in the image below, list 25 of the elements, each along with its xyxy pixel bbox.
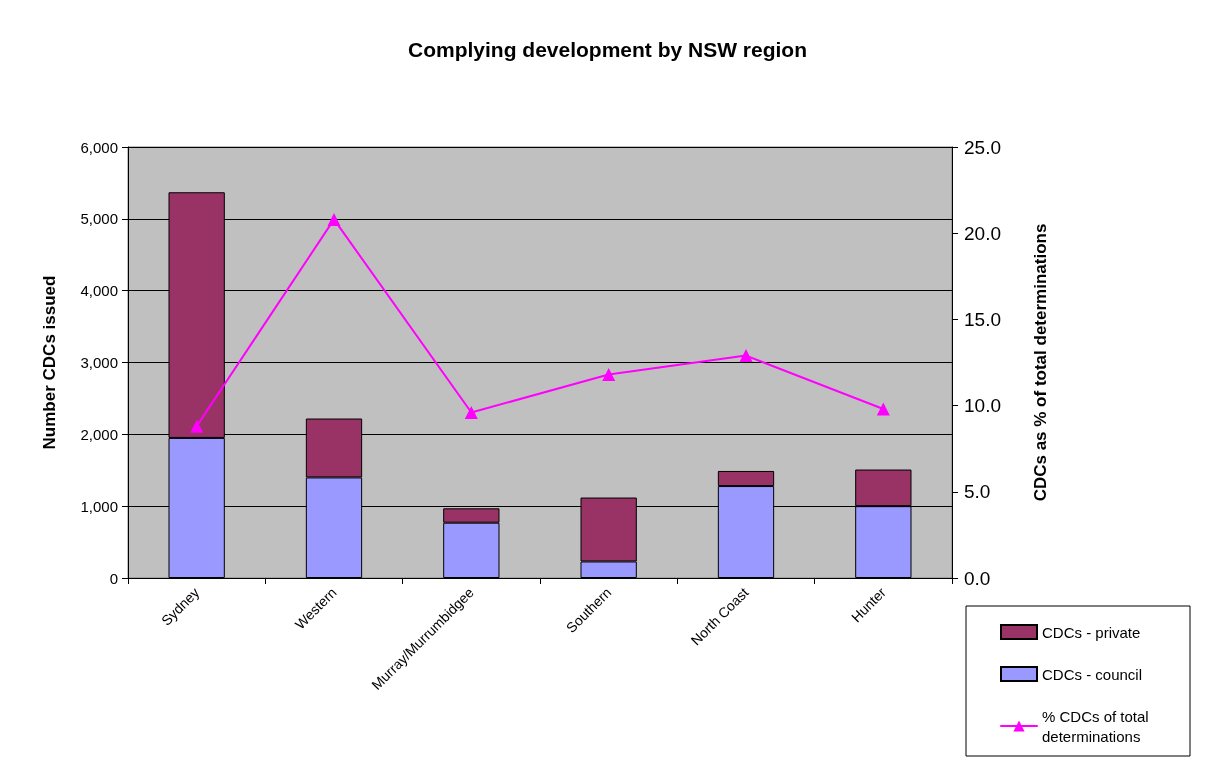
legend-label: CDCs - council bbox=[1042, 665, 1143, 683]
y2-axis-title: CDCs as % of total determinations bbox=[1031, 223, 1050, 502]
point bbox=[739, 349, 753, 363]
y-tick-label: 4,000 bbox=[80, 282, 118, 300]
point bbox=[327, 212, 341, 226]
y2-tick-label: 5.0 bbox=[964, 481, 991, 503]
y-tick-label: 5,000 bbox=[80, 210, 118, 228]
y2-tick-label: 0.0 bbox=[964, 567, 991, 589]
chart-title: Complying development by NSW region bbox=[407, 38, 808, 61]
y-tick-label: 1,000 bbox=[80, 497, 118, 515]
y-tick-label: 0 bbox=[109, 569, 118, 587]
y2-tick-label: 25.0 bbox=[964, 136, 1001, 158]
y-tick-label: 3,000 bbox=[80, 354, 118, 371]
y-axis-title: Number CDCs issued bbox=[40, 275, 59, 450]
point bbox=[876, 402, 890, 416]
y-tick-label: 6,000 bbox=[80, 138, 118, 156]
y2-tick-label: 10.0 bbox=[964, 395, 1001, 417]
point bbox=[602, 368, 616, 382]
y2-tick-label: 20.0 bbox=[964, 222, 1001, 244]
y2-tick-label: 15.0 bbox=[964, 308, 1001, 330]
legend-label: CDCs - private bbox=[1042, 623, 1141, 641]
legend-label: % CDCs of total determinations bbox=[1042, 707, 1153, 745]
point bbox=[190, 419, 204, 433]
point bbox=[464, 406, 478, 419]
y-tick-label: 2,000 bbox=[80, 425, 118, 443]
